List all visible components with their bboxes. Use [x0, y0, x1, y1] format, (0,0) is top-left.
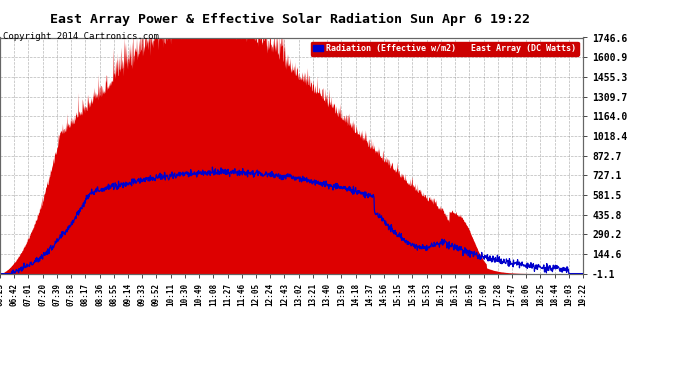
- Legend: Radiation (Effective w/m2), East Array (DC Watts): Radiation (Effective w/m2), East Array (…: [310, 42, 579, 56]
- Text: Copyright 2014 Cartronics.com: Copyright 2014 Cartronics.com: [3, 32, 159, 41]
- Text: East Array Power & Effective Solar Radiation Sun Apr 6 19:22: East Array Power & Effective Solar Radia…: [50, 13, 530, 26]
